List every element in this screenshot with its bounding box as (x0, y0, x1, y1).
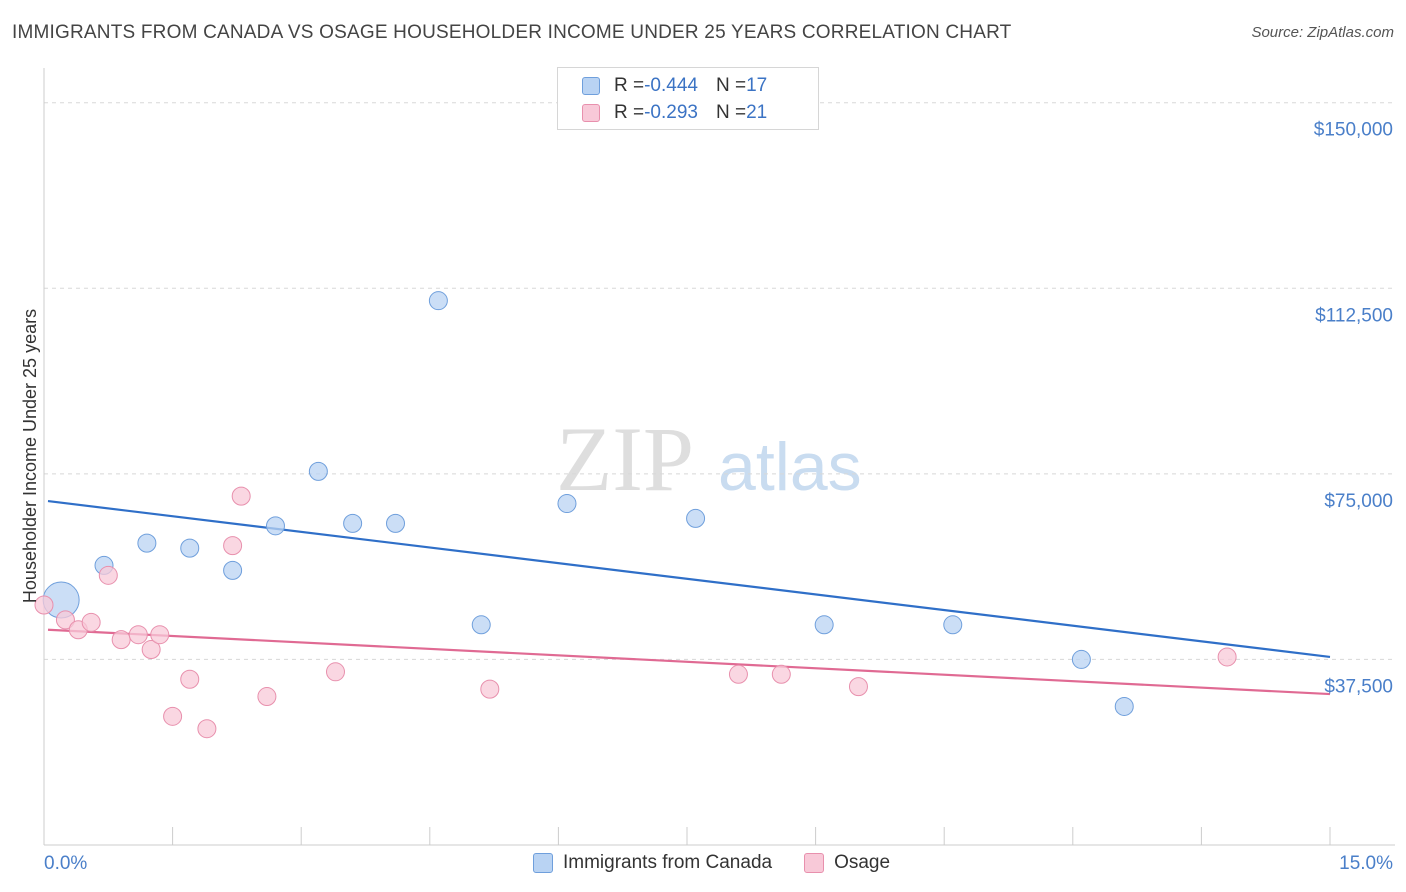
legend-swatch-osage (582, 104, 600, 122)
chart-title: IMMIGRANTS FROM CANADA VS OSAGE HOUSEHOL… (12, 22, 1012, 43)
point-canada (1071, 649, 1091, 669)
point-osage (1217, 647, 1237, 667)
legend-swatch-canada (582, 77, 600, 95)
point-canada (180, 538, 200, 558)
legend-row-canada: R = -0.444 N = 17 (582, 73, 767, 99)
point-osage (55, 610, 75, 630)
legend-r-value-canada: -0.444 (644, 75, 698, 96)
point-osage (128, 625, 148, 645)
trendlines (47, 499, 1331, 696)
legend-n-label: N = (715, 102, 747, 123)
legend-row-osage: R = -0.293 N = 21 (582, 100, 767, 126)
point-canada (386, 513, 406, 533)
point-canada (308, 461, 328, 481)
point-osage (728, 664, 748, 684)
trendline-canada (47, 499, 1331, 659)
watermark-atlas: atlas (718, 429, 862, 505)
point-osage (98, 565, 118, 585)
legend-r-label: R = (614, 75, 645, 96)
point-osage (34, 595, 54, 615)
series-swatch-canada (533, 853, 553, 873)
tick-labels: $37,500 $75,000 $112,500 $150,000 0.0% 15.0% (44, 120, 1393, 874)
legend-n-value-osage: 21 (746, 102, 768, 123)
y-tick-label: $112,500 (1315, 305, 1393, 326)
point-osage (141, 640, 161, 660)
point-canada (1114, 696, 1134, 716)
legend-r-label: R = (614, 102, 645, 123)
point-osage (771, 664, 791, 684)
point-canada (223, 560, 243, 580)
series-name-osage: Osage (834, 852, 891, 873)
point-osage (325, 662, 345, 682)
point-canada (428, 291, 448, 311)
data-points (34, 291, 1237, 739)
source-label: Source: ZipAtlas.com (1251, 24, 1394, 41)
y-tick-label: $37,500 (1324, 676, 1393, 697)
point-osage (111, 630, 131, 650)
legend-n-label: N = (715, 75, 747, 96)
point-osage (480, 679, 500, 699)
legend-r-value-osage: -0.293 (644, 102, 698, 123)
point-canada (343, 513, 363, 533)
point-osage (197, 719, 217, 739)
axes (43, 68, 1395, 846)
x-tick-label: 0.0% (44, 853, 87, 874)
point-osage (257, 687, 277, 707)
x-tick-label: 15.0% (1339, 853, 1393, 874)
correlation-legend: R = -0.444 N = 17 R = -0.293 N = 21 (557, 67, 819, 130)
point-osage (180, 669, 200, 689)
point-osage (81, 612, 101, 632)
series-legend-canada: Immigrants from Canada (533, 852, 772, 874)
series-name-canada: Immigrants from Canada (563, 852, 773, 873)
point-osage (231, 486, 251, 506)
watermark: ZIP atlas (556, 408, 862, 510)
watermark-zip: ZIP (556, 408, 694, 510)
point-canada (137, 533, 157, 553)
point-canada (471, 615, 491, 635)
point-canada (814, 615, 834, 635)
point-canada (686, 508, 706, 528)
point-osage (223, 536, 243, 556)
series-swatch-osage (804, 853, 825, 873)
legend-n-value-canada: 17 (746, 75, 768, 96)
series-legend: Immigrants from Canada Osage (533, 852, 922, 874)
point-canada (943, 615, 963, 635)
point-canada (557, 494, 577, 514)
gridlines (44, 102, 1395, 660)
point-osage (163, 706, 183, 726)
point-osage (150, 625, 170, 645)
y-tick-label: $150,000 (1314, 120, 1393, 141)
point-osage (848, 677, 868, 697)
trendline-osage (47, 628, 1331, 696)
y-tick-label: $75,000 (1324, 491, 1393, 512)
y-axis-title: Householder Income Under 25 years (20, 309, 40, 603)
point-canada (265, 516, 285, 536)
series-legend-osage: Osage (804, 852, 890, 874)
